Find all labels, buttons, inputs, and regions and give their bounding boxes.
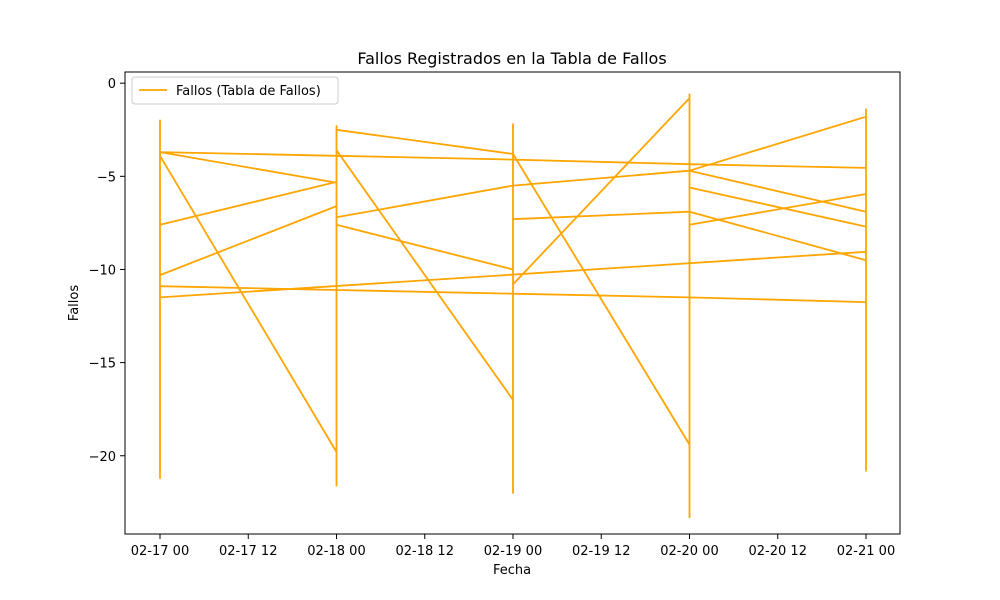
y-tick-label: −5 bbox=[97, 170, 116, 185]
y-tick-label: −20 bbox=[89, 450, 116, 465]
x-tick-label: 02-20 00 bbox=[660, 544, 718, 559]
chart-title: Fallos Registrados en la Tabla de Fallos bbox=[357, 49, 666, 68]
x-tick-label: 02-17 12 bbox=[219, 544, 277, 559]
x-tick-label: 02-18 00 bbox=[307, 544, 365, 559]
y-tick-label: −10 bbox=[89, 263, 116, 278]
legend-entry-label: Fallos (Tabla de Fallos) bbox=[176, 84, 321, 99]
x-tick-label: 02-19 00 bbox=[484, 544, 542, 559]
x-tick-label: 02-17 00 bbox=[131, 544, 189, 559]
plot-area bbox=[124, 71, 901, 535]
x-axis: 02-17 00 02-17 12 02-18 00 02-18 12 02-19 00… bbox=[131, 534, 895, 559]
series-line-0 bbox=[159, 93, 867, 519]
series-layer bbox=[159, 93, 867, 519]
x-tick-label: 02-20 12 bbox=[749, 544, 807, 559]
legend: Fallos (Tabla de Fallos) bbox=[131, 76, 339, 105]
x-tick-label: 02-19 12 bbox=[572, 544, 630, 559]
x-axis-label: Fecha bbox=[493, 563, 531, 578]
y-tick-label: 0 bbox=[108, 77, 116, 92]
legend-box bbox=[131, 76, 339, 105]
x-tick-label: 02-18 12 bbox=[396, 544, 454, 559]
y-tick-label: −15 bbox=[89, 357, 116, 372]
y-axis-label: Fallos bbox=[67, 285, 82, 321]
y-axis: 0 −5 −10 −15 −20 bbox=[89, 77, 125, 465]
x-tick-label: 02-21 00 bbox=[837, 544, 895, 559]
